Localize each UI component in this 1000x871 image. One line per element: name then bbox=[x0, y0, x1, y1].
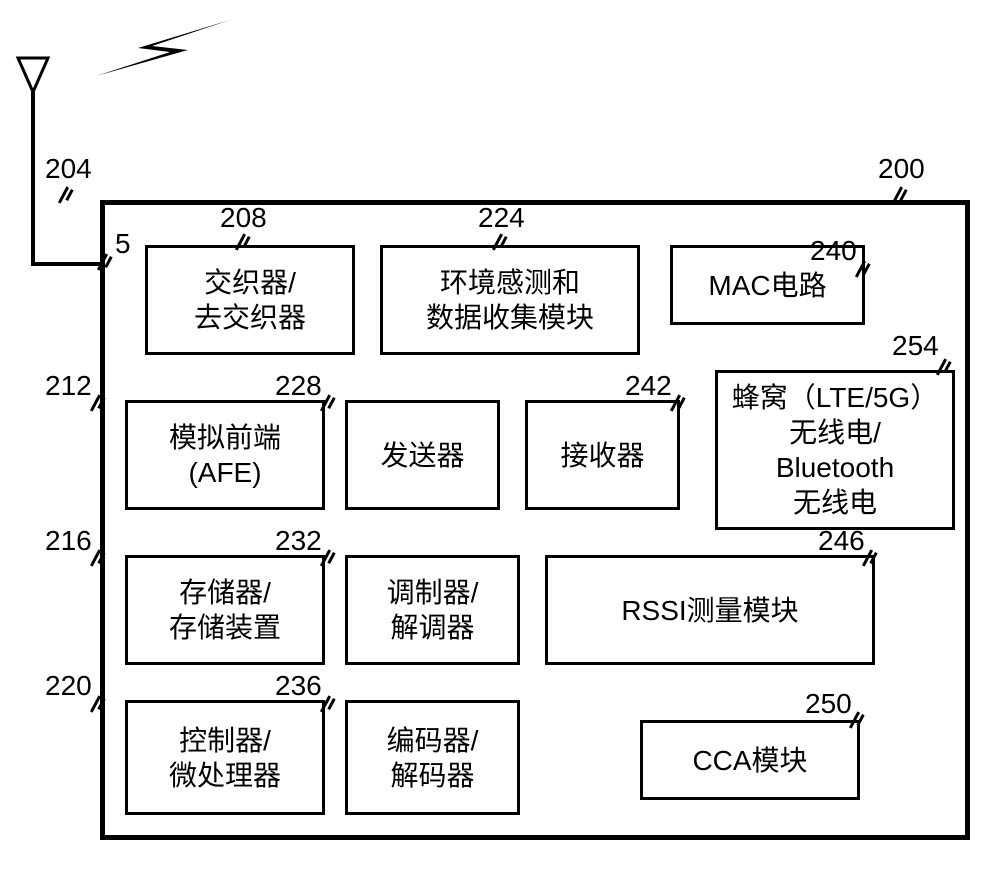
box-label: 蜂窝（LTE/5G）无线电/Bluetooth无线电 bbox=[732, 380, 938, 520]
box-label: 模拟前端(AFE) bbox=[169, 420, 281, 490]
ref-228: 228 bbox=[275, 370, 322, 402]
box-codec: 编码器/解码器 bbox=[345, 700, 520, 815]
box-label: 发送器 bbox=[380, 438, 464, 473]
lightning-icon bbox=[80, 8, 240, 78]
tick-icon bbox=[235, 235, 253, 251]
box-label: 编码器/解码器 bbox=[387, 723, 479, 793]
tick-icon bbox=[320, 396, 338, 412]
ref-250: 250 bbox=[805, 688, 852, 720]
box-label: MAC电路 bbox=[708, 268, 826, 303]
ref-212: 212 bbox=[45, 370, 92, 402]
diagram-canvas: 交织器/去交织器 环境感测和数据收集模块 MAC电路 模拟前端(AFE) 发送器… bbox=[0, 0, 1000, 871]
box-interleaver: 交织器/去交织器 bbox=[145, 245, 355, 355]
tick-icon bbox=[855, 262, 873, 278]
ref-208: 208 bbox=[220, 202, 267, 234]
box-modem: 调制器/解调器 bbox=[345, 555, 520, 665]
box-transmitter: 发送器 bbox=[345, 400, 500, 510]
tick-icon bbox=[90, 551, 108, 567]
tick-icon bbox=[320, 697, 338, 713]
antenna-icon bbox=[0, 0, 100, 100]
tick-icon bbox=[849, 713, 867, 729]
box-cca: CCA模块 bbox=[640, 720, 860, 800]
box-label: 交织器/去交织器 bbox=[194, 265, 306, 335]
box-controller: 控制器/微处理器 bbox=[125, 700, 325, 815]
box-afe: 模拟前端(AFE) bbox=[125, 400, 325, 510]
box-cellular-bt: 蜂窝（LTE/5G）无线电/Bluetooth无线电 bbox=[715, 370, 955, 530]
box-label: 接收器 bbox=[560, 438, 644, 473]
box-label: 调制器/解调器 bbox=[387, 575, 479, 645]
box-memory: 存储器/存储装置 bbox=[125, 555, 325, 665]
ref-204: 204 bbox=[45, 153, 92, 185]
antenna-mast bbox=[31, 92, 35, 266]
tick-icon bbox=[492, 235, 510, 251]
box-receiver: 接收器 bbox=[525, 400, 680, 510]
ref-5: 5 bbox=[115, 228, 131, 260]
box-label: CCA模块 bbox=[692, 743, 807, 778]
box-label: RSSI测量模块 bbox=[621, 593, 798, 628]
ref-242: 242 bbox=[625, 370, 672, 402]
box-label: 存储器/存储装置 bbox=[169, 575, 281, 645]
tick-icon bbox=[97, 255, 115, 271]
tick-icon bbox=[58, 188, 76, 204]
box-label: 环境感测和数据收集模块 bbox=[426, 265, 594, 335]
ref-232: 232 bbox=[275, 525, 322, 557]
ref-216: 216 bbox=[45, 525, 92, 557]
box-rssi: RSSI测量模块 bbox=[545, 555, 875, 665]
box-label: 控制器/微处理器 bbox=[169, 723, 281, 793]
ref-220: 220 bbox=[45, 670, 92, 702]
tick-icon bbox=[936, 360, 954, 376]
ref-224: 224 bbox=[478, 202, 525, 234]
antenna-lead bbox=[31, 262, 103, 266]
tick-icon bbox=[90, 697, 108, 713]
tick-icon bbox=[892, 188, 910, 204]
ref-236: 236 bbox=[275, 670, 322, 702]
ref-246: 246 bbox=[818, 525, 865, 557]
tick-icon bbox=[320, 551, 338, 567]
tick-icon bbox=[862, 551, 880, 567]
box-env-sensing: 环境感测和数据收集模块 bbox=[380, 245, 640, 355]
tick-icon bbox=[670, 396, 688, 412]
ref-254: 254 bbox=[892, 330, 939, 362]
ref-200: 200 bbox=[878, 153, 925, 185]
tick-icon bbox=[90, 396, 108, 412]
ref-240: 240 bbox=[810, 235, 857, 267]
